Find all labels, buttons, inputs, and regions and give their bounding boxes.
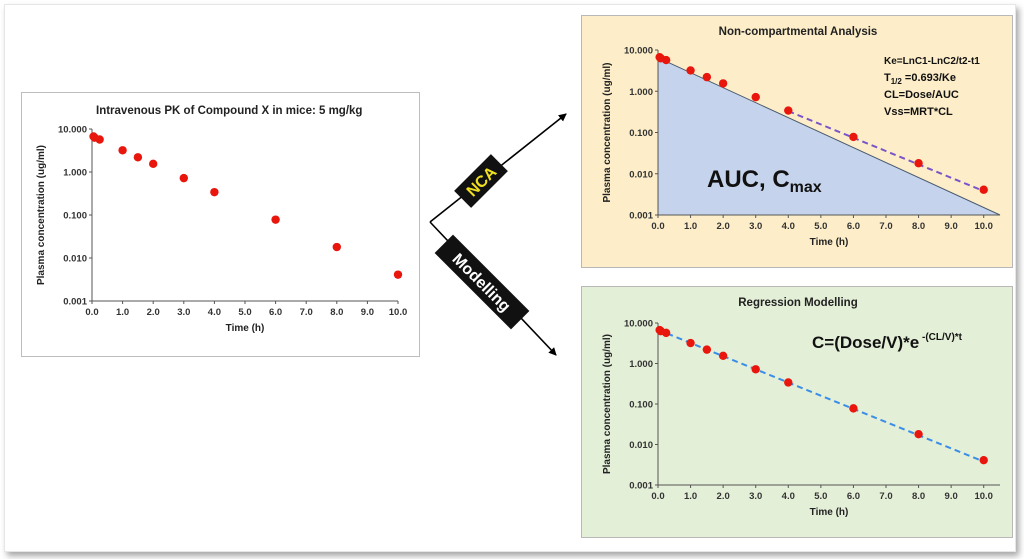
y-tick-label: 10.000 [58,125,87,136]
half-life-formula: T1/2 =0.693/Ke [884,72,956,86]
data-point [686,66,695,75]
x-tick-label: 10.0 [974,491,993,502]
data-point [751,365,760,374]
y-tick-label: 0.010 [63,254,87,265]
data-point [393,270,403,279]
x-tick-label: 6.0 [269,307,282,318]
data-point [702,72,712,82]
x-tick-label: 5.0 [814,491,827,502]
data-point [133,153,143,162]
x-tick-label: 9.0 [361,307,374,318]
data-point [979,185,988,194]
x-tick-label: 10.0 [974,221,993,232]
y-tick-label: 0.001 [629,211,653,222]
regression-chart: Regression Modelling 10.000 1.000 0.100 0.0… [602,297,1000,518]
data-point [118,146,127,155]
y-tick-label: 0.100 [629,128,653,139]
nca-chart-panel: Non-compartmental Analysis 10.000 1.000 0.… [581,15,1013,268]
data-point [784,378,793,387]
y-tick-label: 0.100 [629,400,653,411]
x-axis-label: Time (h) [226,323,265,334]
data-point [849,404,858,413]
x-tick-label: 8.0 [912,221,925,232]
x-tick-label: 2.0 [717,221,730,232]
y-tick-label: 1.000 [629,87,653,98]
data-point [95,135,104,144]
y-tick-label: 1.000 [629,359,653,370]
x-tick-label: 3.0 [749,221,762,232]
x-tick-label: 1.0 [684,221,697,232]
x-tick-label: 10.0 [389,307,408,318]
x-axis-label: Time (h) [810,237,849,248]
clearance-formula: CL=Dose/AUC [884,89,959,101]
x-tick-label: 4.0 [782,491,795,502]
x-axis-label: Time (h) [810,507,849,518]
x-tick-label: 3.0 [177,307,190,318]
data-point [210,187,219,197]
y-tick-label: 10.000 [624,46,653,57]
x-tick-label: 0.0 [85,307,98,318]
x-tick-label: 7.0 [300,307,313,318]
x-tick-label: 6.0 [847,221,860,232]
y-tick-label: 0.001 [63,297,87,308]
auc-cmax-label: AUC, Cmax [707,166,822,196]
y-axis-label: Plasma concentration (ug/ml) [36,145,47,285]
x-tick-label: 6.0 [847,491,860,502]
x-tick-label: 4.0 [782,221,795,232]
x-tick-label: 2.0 [147,307,160,318]
y-axis-label: Plasma concentration (ug/ml) [602,334,613,474]
regression-equation: C=(Dose/V)*e -(CL/V)*t [812,332,963,352]
data-point [979,455,988,465]
chart-title: Intravenous PK of Compound X in mice: 5 … [96,105,362,117]
ke-formula: Ke=LnC1-LnC2/t2-t1 [884,56,980,67]
data-point [849,132,858,142]
x-tick-label: 4.0 [208,307,221,318]
chart-title: Non-compartmental Analysis [719,26,878,38]
x-tick-label: 0.0 [651,491,664,502]
data-point [718,351,728,360]
pk-chart: Intravenous PK of Compound X in mice: 5 … [36,105,408,334]
data-point [686,338,695,348]
data-point [784,106,793,115]
y-tick-label: 0.100 [63,211,87,222]
x-tick-label: 1.0 [116,307,129,318]
regression-fit-line [657,328,985,463]
x-tick-label: 1.0 [684,491,697,502]
data-point [149,159,158,169]
y-tick-label: 0.010 [629,440,653,451]
regression-chart-panel: Regression Modelling 10.000 1.000 0.100 0.0… [581,286,1013,538]
vss-formula: Vss=MRT*CL [884,106,953,118]
data-point [751,92,760,102]
data-point [702,345,712,354]
x-tick-label: 7.0 [879,491,892,502]
data-point [179,173,188,183]
x-tick-label: 5.0 [238,307,251,318]
x-tick-label: 2.0 [717,491,730,502]
pk-chart-panel: Intravenous PK of Compound X in mice: 5 … [21,92,420,357]
x-tick-label: 9.0 [945,221,958,232]
x-tick-label: 8.0 [912,491,925,502]
x-tick-label: 3.0 [749,491,762,502]
x-tick-label: 5.0 [814,221,827,232]
data-point [271,215,280,224]
data-point [914,159,923,168]
y-tick-label: 0.010 [629,169,653,180]
nca-chart: Non-compartmental Analysis 10.000 1.000 0.… [602,26,1001,248]
y-axis-label: Plasma concentration (ug/ml) [602,62,613,202]
terminal-phase-fit [787,110,985,193]
x-tick-label: 8.0 [330,307,343,318]
data-point [914,429,923,439]
chart-title: Regression Modelling [738,297,858,309]
y-tick-label: 0.001 [629,481,653,492]
x-tick-label: 0.0 [651,221,664,232]
data-point [661,55,671,65]
y-tick-label: 10.000 [624,319,653,330]
x-tick-label: 9.0 [945,491,958,502]
x-tick-label: 7.0 [879,221,892,232]
y-tick-label: 1.000 [63,168,87,179]
data-point [661,328,671,338]
data-point [332,242,341,252]
data-point [718,79,728,88]
